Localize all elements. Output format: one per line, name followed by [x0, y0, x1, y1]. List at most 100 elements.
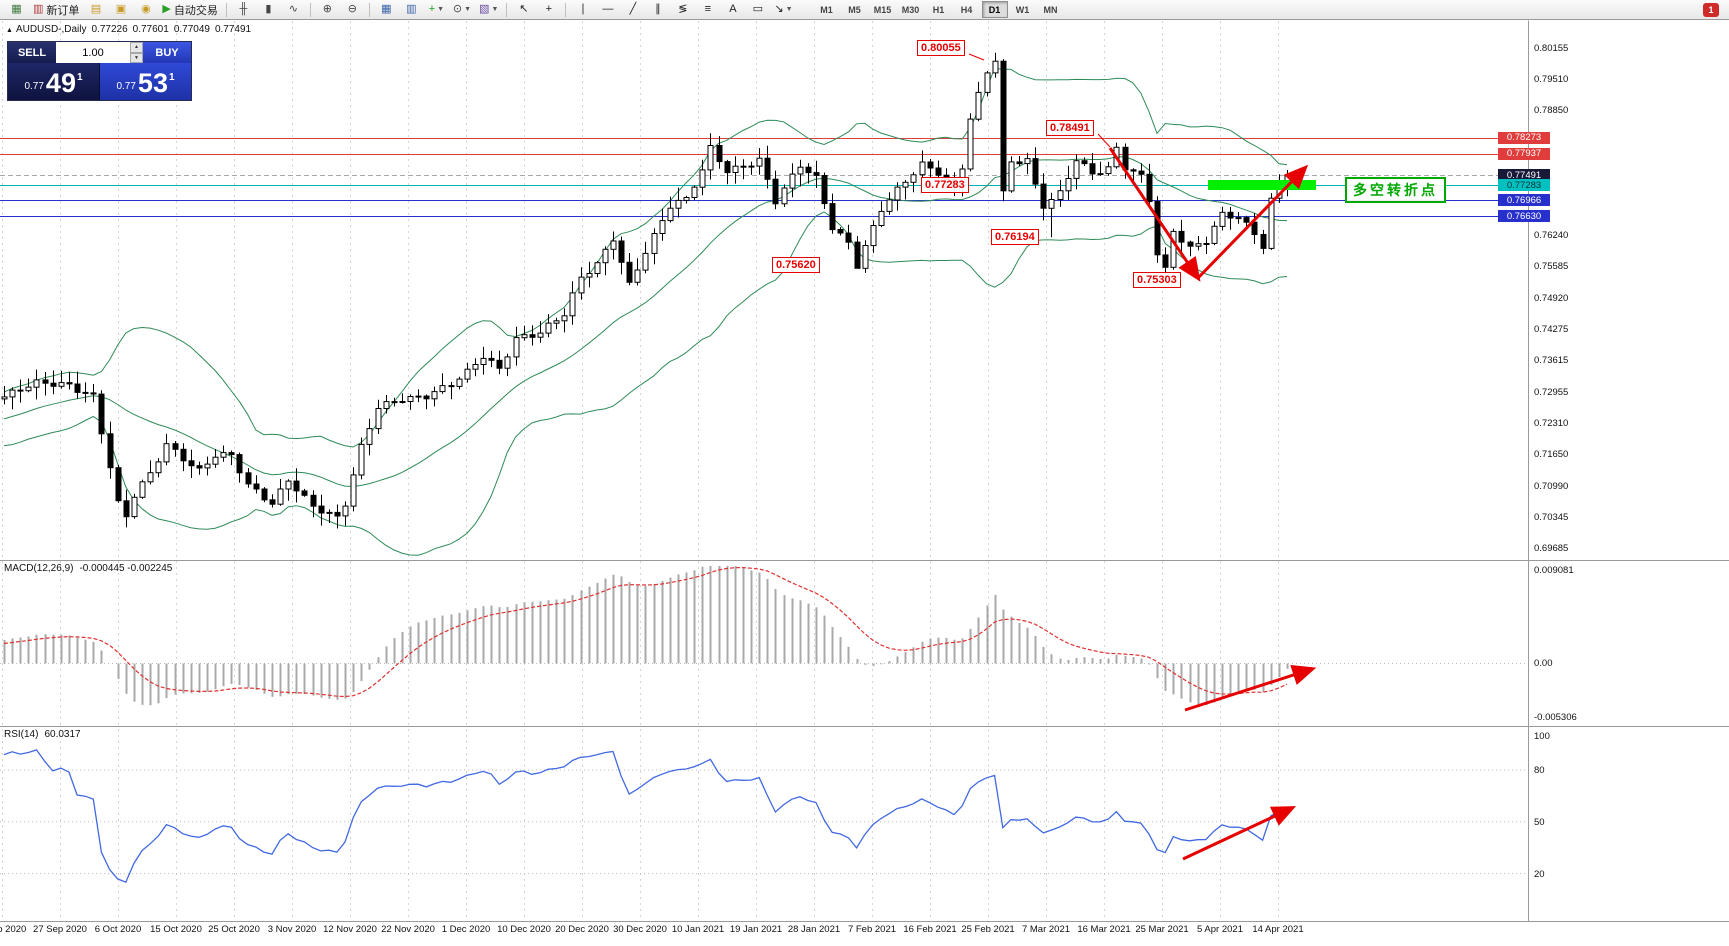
volume-up-button[interactable]: ▲ — [130, 42, 143, 53]
horizontal-line-tool-button[interactable]: ― — [596, 0, 619, 19]
news-icon[interactable]: ◉ — [134, 0, 157, 19]
crosshair-tool-button[interactable]: + — [537, 0, 560, 19]
sell-price-major: 0.77 — [24, 81, 44, 92]
autotrading-button-label: 自动交易 — [173, 4, 218, 17]
price-annotation[interactable]: 0.80055 — [917, 40, 965, 56]
symbol-title: AUDUSD-,Daily — [15, 24, 87, 35]
price-annotation[interactable]: 0.75303 — [1133, 272, 1181, 288]
zoom-out-button[interactable]: ⊖ — [341, 0, 364, 19]
price-annotation[interactable]: 0.78491 — [1046, 120, 1094, 136]
time-axis-label: 12 Nov 2020 — [323, 924, 377, 935]
vertical-line-tool-glyph: ∣ — [580, 3, 586, 15]
cursor-tool-button[interactable]: ↖ — [512, 0, 535, 19]
add-indicator-button[interactable]: + ▼ — [425, 0, 448, 19]
time-axis-label: 6 Oct 2020 — [94, 924, 142, 935]
candlestick-mode-button[interactable]: ▮ — [257, 0, 280, 19]
add-indicator-glyph: + — [428, 3, 436, 15]
time-axis-label: 10 Jan 2021 — [671, 924, 725, 935]
zoom-in-button[interactable]: ⊕ — [316, 0, 339, 19]
sell-button[interactable]: SELL — [8, 42, 56, 63]
rsi-axis-label: 80 — [1534, 765, 1545, 776]
price-scale[interactable] — [1528, 20, 1729, 921]
buy-price-point: 1 — [168, 72, 175, 83]
tile-windows-button[interactable]: ▦ — [375, 0, 398, 19]
auto-arrange-button[interactable]: ▥ — [400, 0, 423, 19]
time-axis-label: 30 Dec 2020 — [613, 924, 667, 935]
vertical-line-tool-button[interactable]: ∣ — [571, 0, 594, 19]
time-axis-label: 14 Apr 2021 — [1252, 924, 1304, 935]
history-center-icon[interactable]: ▣ — [109, 0, 132, 19]
price-annotation[interactable]: 0.77283 — [921, 177, 969, 193]
timeframe-button-M5[interactable]: M5 — [848, 4, 861, 15]
buy-price-display[interactable]: 0.77 53 1 — [100, 63, 191, 100]
timeframe-button-W1[interactable]: W1 — [1015, 4, 1030, 15]
timeframe-button-M15[interactable]: M15 — [873, 4, 892, 15]
macd-axis-label: -0.005306 — [1534, 712, 1577, 724]
time-axis-label: 7 Mar 2021 — [1021, 924, 1071, 935]
templates-button-caret[interactable]: ▼ — [491, 6, 499, 13]
note-annotation[interactable]: 多空转折点 — [1345, 177, 1446, 203]
volume-control: ▲ ▼ — [56, 42, 143, 63]
arrows-tool-button-caret[interactable]: ▼ — [785, 6, 793, 13]
buy-price-major: 0.77 — [116, 81, 136, 92]
timeframe-button-D1[interactable]: D1 — [981, 1, 1008, 18]
label-tool-button[interactable]: ▭ — [746, 0, 769, 19]
new-order-button[interactable]: ▥ 新订单 — [30, 0, 82, 19]
rsi-panel[interactable] — [0, 727, 1528, 921]
price-axis-label: 0.71650 — [1534, 449, 1569, 461]
price-chart[interactable] — [0, 20, 1528, 560]
text-tool-button[interactable]: A — [721, 0, 744, 19]
shapes-tool-glyph: ≡ — [704, 3, 712, 15]
toolbar-separator — [506, 2, 508, 17]
rsi-axis-label: 20 — [1534, 868, 1545, 880]
shapes-tool-button[interactable]: ≡ — [696, 0, 719, 19]
new-chart-icon[interactable]: ▦ — [5, 0, 28, 19]
timeframe-button-MN[interactable]: MN — [1043, 4, 1058, 15]
macd-axis-label: 0.009081 — [1534, 565, 1574, 576]
add-indicator-button-caret[interactable]: ▼ — [437, 6, 445, 13]
templates-button[interactable]: ▧ ▼ — [476, 0, 501, 19]
tile-windows-glyph: ▦ — [381, 3, 392, 15]
rsi-axis-label: 50 — [1534, 816, 1545, 828]
strategy-tester-icon[interactable]: ▤ — [84, 0, 107, 19]
bar-chart-mode-glyph: ╫ — [239, 3, 248, 15]
periods-button-caret[interactable]: ▼ — [464, 6, 472, 13]
channel-tool-button[interactable]: ∥ — [646, 0, 669, 19]
macd-label: MACD(12,26,9) -0.000445 -0.002245 — [4, 563, 173, 574]
timeframe-button-M1[interactable]: M1 — [820, 4, 833, 15]
line-chart-mode-button[interactable]: ∿ — [282, 0, 305, 19]
time-axis-label: 19 Jan 2021 — [729, 924, 783, 935]
fibonacci-tool-button[interactable]: ≶ — [671, 0, 694, 19]
timeframe-button-H1[interactable]: H1 — [932, 4, 945, 15]
sell-price-display[interactable]: 0.77 49 1 — [8, 63, 100, 100]
time-axis-label: 25 Mar 2021 — [1135, 924, 1189, 935]
buy-button[interactable]: BUY — [143, 42, 191, 63]
autotrading-button[interactable]: ▶ 自动交易 — [159, 0, 220, 19]
trendline-tool-button[interactable]: ╱ — [621, 0, 644, 19]
arrows-tool-button[interactable]: ↘ ▼ — [771, 0, 795, 19]
timeframe-group: M1 M5 M15 M30 H1 H4 D1 W1 MN — [813, 1, 1065, 18]
toolbar: ▦ ▥ 新订单 ▤ ▣ ◉ ▶ 自动交易 ╫ ▮ ∿ ⊕ ⊖ ▦ ▥ + ▼ ⊙ ▼ ▧ ▼ ↖ + ∣ ― ╱ ∥ ≶ ≡ A ▭ ↘ ▼ M… — [0, 0, 1729, 20]
timeframe-button-M30[interactable]: M30 — [901, 4, 920, 15]
ohlc-open: 0.77226 — [91, 24, 128, 35]
price-axis-label: 0.76240 — [1534, 230, 1569, 241]
bar-chart-mode-button[interactable]: ╫ — [232, 0, 255, 19]
time-axis-label: 3 Nov 2020 — [267, 924, 317, 935]
price-axis-label: 0.70345 — [1534, 511, 1569, 523]
notifications-badge[interactable]: 1 — [1703, 3, 1719, 17]
periods-button[interactable]: ⊙ ▼ — [450, 0, 474, 19]
macd-panel[interactable] — [0, 561, 1528, 726]
timeframe-button-H4[interactable]: H4 — [960, 4, 973, 15]
volume-down-button[interactable]: ▼ — [130, 52, 143, 63]
price-annotation[interactable]: 0.76194 — [991, 229, 1039, 245]
ohlc-high: 0.77601 — [132, 24, 169, 35]
toolbar-separator — [565, 2, 567, 17]
new-chart-icon-glyph: ▦ — [11, 3, 22, 15]
periods-glyph: ⊙ — [452, 3, 463, 15]
price-annotation[interactable]: 0.75620 — [772, 257, 820, 273]
price-line-value-box: 0.77283 — [1498, 179, 1550, 192]
sell-price-pips: 49 — [45, 68, 76, 99]
volume-input[interactable] — [56, 42, 130, 63]
ohlc-low: 0.77049 — [173, 24, 210, 35]
